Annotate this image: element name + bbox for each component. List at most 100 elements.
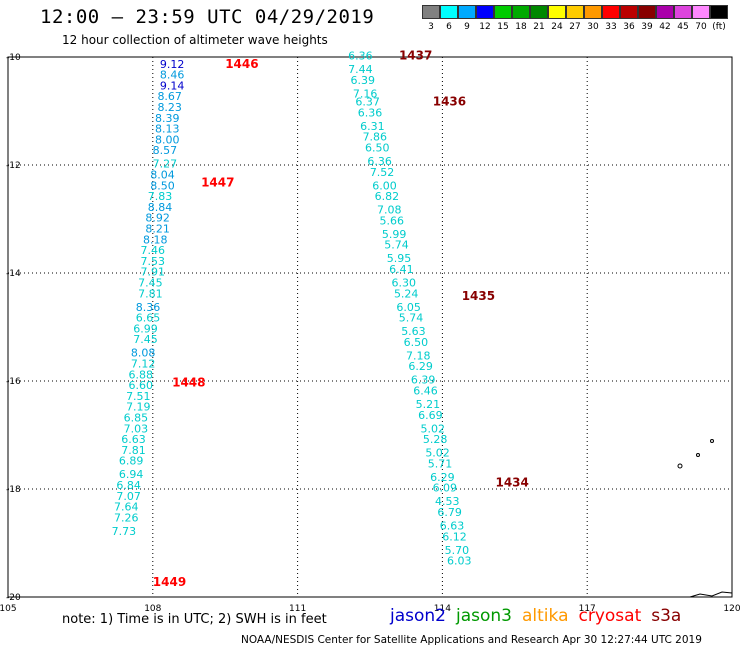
color-scale-label: 6 bbox=[446, 22, 452, 32]
wave-height-value: 7.03 bbox=[124, 422, 149, 435]
wave-height-value: 7.27 bbox=[153, 158, 178, 171]
y-tick-label: -10 bbox=[6, 53, 21, 63]
satellite-legend-item: cryosat bbox=[578, 606, 642, 626]
footer-note: note: 1) Time is in UTC; 2) SWH is in fe… bbox=[62, 612, 327, 627]
wave-height-value: 8.04 bbox=[150, 169, 175, 182]
time-label: 1448 bbox=[172, 375, 205, 389]
wave-height-value: 7.12 bbox=[131, 358, 156, 371]
wave-height-value: 6.89 bbox=[119, 455, 144, 468]
wave-height-value: 8.46 bbox=[160, 69, 185, 82]
wave-height-value: 7.52 bbox=[370, 166, 395, 179]
wave-height-value: 5.21 bbox=[416, 398, 441, 411]
wave-height-value: 6.31 bbox=[360, 120, 385, 133]
color-swatch bbox=[602, 5, 620, 19]
wave-height-value: 6.82 bbox=[375, 190, 400, 203]
color-swatch bbox=[692, 5, 710, 19]
wave-height-value: 8.00 bbox=[155, 133, 180, 146]
wave-height-value: 8.18 bbox=[143, 233, 168, 246]
wave-height-value: 7.16 bbox=[353, 88, 378, 101]
wave-height-value: 7.86 bbox=[363, 131, 388, 144]
color-swatch bbox=[530, 5, 548, 19]
wave-height-value: 6.99 bbox=[133, 322, 158, 335]
time-label: 1446 bbox=[225, 57, 258, 71]
wave-height-value: 5.99 bbox=[382, 228, 407, 241]
color-swatch bbox=[476, 5, 494, 19]
time-label: 1435 bbox=[462, 289, 495, 303]
y-tick-label: -12 bbox=[6, 161, 21, 171]
wave-height-value: 8.57 bbox=[153, 144, 178, 157]
wave-height-value: 7.18 bbox=[406, 349, 431, 362]
x-tick-label: 108 bbox=[144, 604, 161, 614]
coastline bbox=[689, 591, 733, 598]
color-scale-label: 27 bbox=[569, 22, 581, 32]
wave-height-value: 7.81 bbox=[138, 287, 163, 300]
wave-height-value: 6.39 bbox=[351, 74, 376, 87]
wave-height-value: 7.64 bbox=[114, 501, 139, 514]
color-scale-label: 33 bbox=[605, 22, 617, 32]
satellite-legend-item: altika bbox=[522, 606, 569, 626]
wave-height-value: 5.74 bbox=[384, 239, 409, 252]
wave-height-value: 7.83 bbox=[148, 190, 173, 203]
color-scale-label: 3 bbox=[428, 22, 434, 32]
wave-height-value: 7.19 bbox=[126, 401, 151, 414]
wave-height-value: 8.23 bbox=[157, 101, 182, 114]
wave-height-value: 8.84 bbox=[148, 201, 173, 214]
credit-line: NOAA/NESDIS Center for Satellite Applica… bbox=[241, 634, 702, 646]
y-tick-label: -14 bbox=[6, 269, 21, 279]
wave-height-value: 6.12 bbox=[442, 530, 467, 543]
satellite-legend: jason2 jason3 altika cryosat s3a bbox=[390, 606, 681, 626]
page-subtitle: 12 hour collection of altimeter wave hei… bbox=[62, 33, 328, 47]
island bbox=[696, 453, 700, 457]
wave-height-value: 6.85 bbox=[124, 412, 149, 425]
wave-height-value: 5.70 bbox=[445, 544, 470, 557]
wave-height-value: 5.02 bbox=[425, 447, 450, 460]
wave-height-value: 6.88 bbox=[128, 368, 153, 381]
wave-height-value: 6.03 bbox=[447, 555, 472, 568]
wave-height-value: 9.14 bbox=[160, 79, 185, 92]
wave-height-value: 4.53 bbox=[435, 495, 460, 508]
wave-height-value: 5.28 bbox=[423, 433, 448, 446]
color-swatch bbox=[494, 5, 512, 19]
island bbox=[677, 463, 683, 469]
page-title: 12:00 – 23:59 UTC 04/29/2019 bbox=[40, 6, 375, 28]
wave-height-value: 7.73 bbox=[112, 525, 137, 538]
satellite-legend-item: jason2 bbox=[390, 606, 446, 626]
wave-height-value: 8.21 bbox=[145, 223, 170, 236]
color-scale-label: 36 bbox=[623, 22, 635, 32]
y-tick-label: -16 bbox=[6, 377, 21, 387]
color-scale-label: 15 bbox=[497, 22, 509, 32]
color-scale-legend bbox=[422, 5, 728, 19]
y-tick-label: -18 bbox=[6, 485, 21, 495]
time-label: 1434 bbox=[495, 475, 528, 489]
wave-height-value: 8.39 bbox=[155, 112, 180, 125]
y-tick-label: -20 bbox=[6, 593, 21, 603]
wave-height-value: 6.65 bbox=[136, 312, 161, 325]
wave-height-value: 7.45 bbox=[138, 277, 163, 290]
wave-height-value: 8.50 bbox=[150, 179, 175, 192]
time-label: 1437 bbox=[399, 49, 432, 63]
color-scale-label: 42 bbox=[659, 22, 671, 32]
wave-height-value: 6.00 bbox=[372, 179, 397, 192]
wave-height-value: 7.45 bbox=[133, 333, 158, 346]
wave-height-value: 6.84 bbox=[116, 479, 141, 492]
color-scale-label: (ft) bbox=[712, 22, 726, 32]
x-tick-label: 111 bbox=[289, 604, 306, 614]
wave-height-value: 8.92 bbox=[145, 212, 170, 225]
time-label: 1447 bbox=[201, 176, 234, 190]
wave-height-value: 6.60 bbox=[128, 379, 153, 392]
wave-height-value: 6.46 bbox=[413, 385, 438, 398]
wave-height-value: 7.08 bbox=[377, 204, 402, 217]
wave-height-value: 6.63 bbox=[121, 433, 146, 446]
wave-height-value: 6.36 bbox=[367, 155, 392, 168]
time-label: 1436 bbox=[433, 95, 466, 109]
color-swatch bbox=[674, 5, 692, 19]
wave-height-value: 7.81 bbox=[121, 444, 146, 457]
color-swatch bbox=[584, 5, 602, 19]
color-swatch bbox=[638, 5, 656, 19]
x-tick-label: 120 bbox=[723, 604, 740, 614]
wave-height-value: 6.29 bbox=[430, 471, 455, 484]
wave-height-value: 6.94 bbox=[119, 468, 144, 481]
wave-height-value: 8.67 bbox=[157, 90, 182, 103]
wave-height-value: 6.05 bbox=[396, 301, 421, 314]
wave-height-value: 7.07 bbox=[116, 490, 141, 503]
